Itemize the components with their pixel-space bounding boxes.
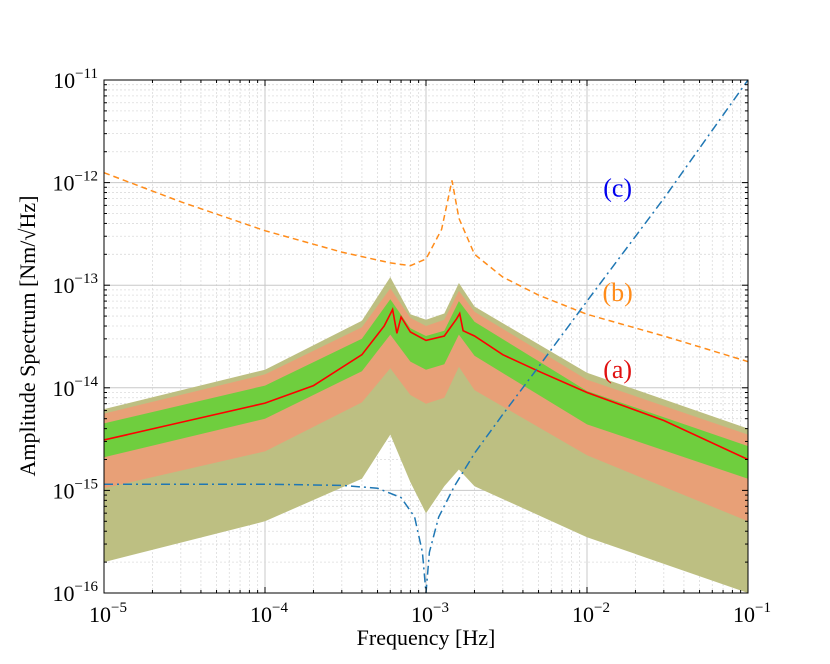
x-tick-label: 10−1 (733, 600, 771, 627)
x-tick-label: 10−5 (89, 600, 127, 627)
series-line-b (104, 171, 748, 363)
y-tick-label: 10−14 (53, 374, 99, 401)
series-lines (104, 80, 748, 593)
y-tick-label: 10−16 (53, 579, 99, 606)
y-tick-label: 10−12 (53, 169, 98, 196)
annotation-b: (b) (602, 278, 632, 307)
series-line-a (104, 307, 748, 461)
y-tick-label: 10−13 (53, 271, 98, 298)
annotation-c: (c) (603, 174, 632, 203)
axis-ticks (103, 79, 749, 594)
y-tick-label: 10−11 (53, 66, 98, 93)
x-axis-title: Frequency [Hz] (357, 625, 496, 650)
series-annotations: (a) (b) (c) (602, 174, 632, 384)
y-axis-title: Amplitude Spectrum [Nm/√Hz] (15, 196, 40, 477)
series-line-c (104, 80, 748, 593)
y-tick-labels: 10−16 10−15 10−14 10−13 10−12 10−11 (53, 66, 99, 606)
x-tick-labels: 10−5 10−4 10−3 10−2 10−1 (89, 600, 771, 627)
annotation-a: (a) (603, 355, 632, 384)
y-tick-label: 10−15 (53, 476, 98, 503)
x-tick-label: 10−4 (250, 600, 288, 627)
x-tick-label: 10−3 (411, 600, 449, 627)
x-tick-label: 10−2 (572, 600, 610, 627)
band-outer-envelope (104, 277, 748, 593)
